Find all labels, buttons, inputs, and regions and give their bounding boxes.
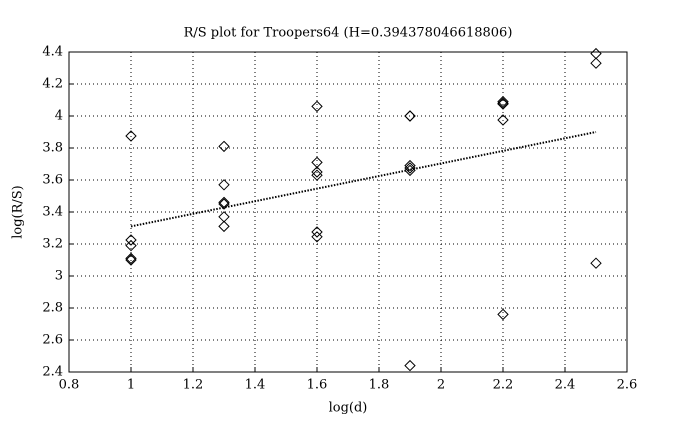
data-point xyxy=(125,254,137,266)
x-tick-label: 2.6 xyxy=(617,378,638,393)
y-tick-label: 4.2 xyxy=(42,77,63,92)
data-point xyxy=(404,110,416,122)
y-axis-label: log(R/S) xyxy=(11,185,26,239)
data-point xyxy=(311,156,323,169)
x-tick-label: 1.8 xyxy=(369,378,390,393)
data-point xyxy=(218,211,230,223)
data-point xyxy=(125,234,137,246)
data-point xyxy=(125,239,137,252)
y-tick-label: 2.6 xyxy=(42,333,63,348)
data-point xyxy=(497,98,509,110)
data-point xyxy=(497,114,509,126)
y-tick-label: 4.4 xyxy=(42,45,63,60)
x-tick-label: 2 xyxy=(437,378,445,393)
x-tick-label: 1 xyxy=(127,378,135,393)
x-tick-label: 2.2 xyxy=(493,378,514,393)
plot-frame xyxy=(68,51,628,373)
data-point xyxy=(497,95,509,108)
y-tick-label: 3.4 xyxy=(42,205,63,220)
data-point xyxy=(218,220,230,233)
y-tick-label: 3.8 xyxy=(42,141,63,156)
data-point xyxy=(125,130,137,142)
data-point xyxy=(404,159,416,172)
data-point xyxy=(497,308,509,321)
x-tick-label: 1.4 xyxy=(245,378,266,393)
y-tick-label: 3.6 xyxy=(42,173,63,188)
data-point xyxy=(311,166,323,178)
y-tick-label: 3 xyxy=(55,269,63,284)
fit-line xyxy=(130,131,597,228)
data-point xyxy=(311,231,323,243)
y-tick-label: 3.2 xyxy=(42,237,63,252)
data-point xyxy=(218,198,230,210)
data-point xyxy=(311,100,323,113)
y-tick-label: 4 xyxy=(55,109,63,124)
data-point xyxy=(311,169,323,181)
data-point xyxy=(218,179,230,191)
data-point xyxy=(218,140,230,153)
y-tick-label: 2.4 xyxy=(42,365,63,380)
data-point xyxy=(590,57,602,69)
data-point xyxy=(590,47,602,60)
data-point xyxy=(311,226,323,238)
data-point xyxy=(590,257,602,269)
data-point xyxy=(125,252,137,265)
data-point xyxy=(497,97,509,109)
chart-title: R/S plot for Troopers64 (H=0.39437804661… xyxy=(184,26,513,41)
data-point xyxy=(404,359,416,372)
x-tick-label: 2.4 xyxy=(555,378,576,393)
x-tick-label: 1.6 xyxy=(307,378,328,393)
x-tick-label: 1.2 xyxy=(183,378,204,393)
data-point xyxy=(404,162,416,174)
x-tick-label: 0.8 xyxy=(59,378,80,393)
x-axis-label: log(d) xyxy=(329,401,368,416)
y-tick-label: 2.8 xyxy=(42,301,63,316)
data-point xyxy=(218,196,230,209)
